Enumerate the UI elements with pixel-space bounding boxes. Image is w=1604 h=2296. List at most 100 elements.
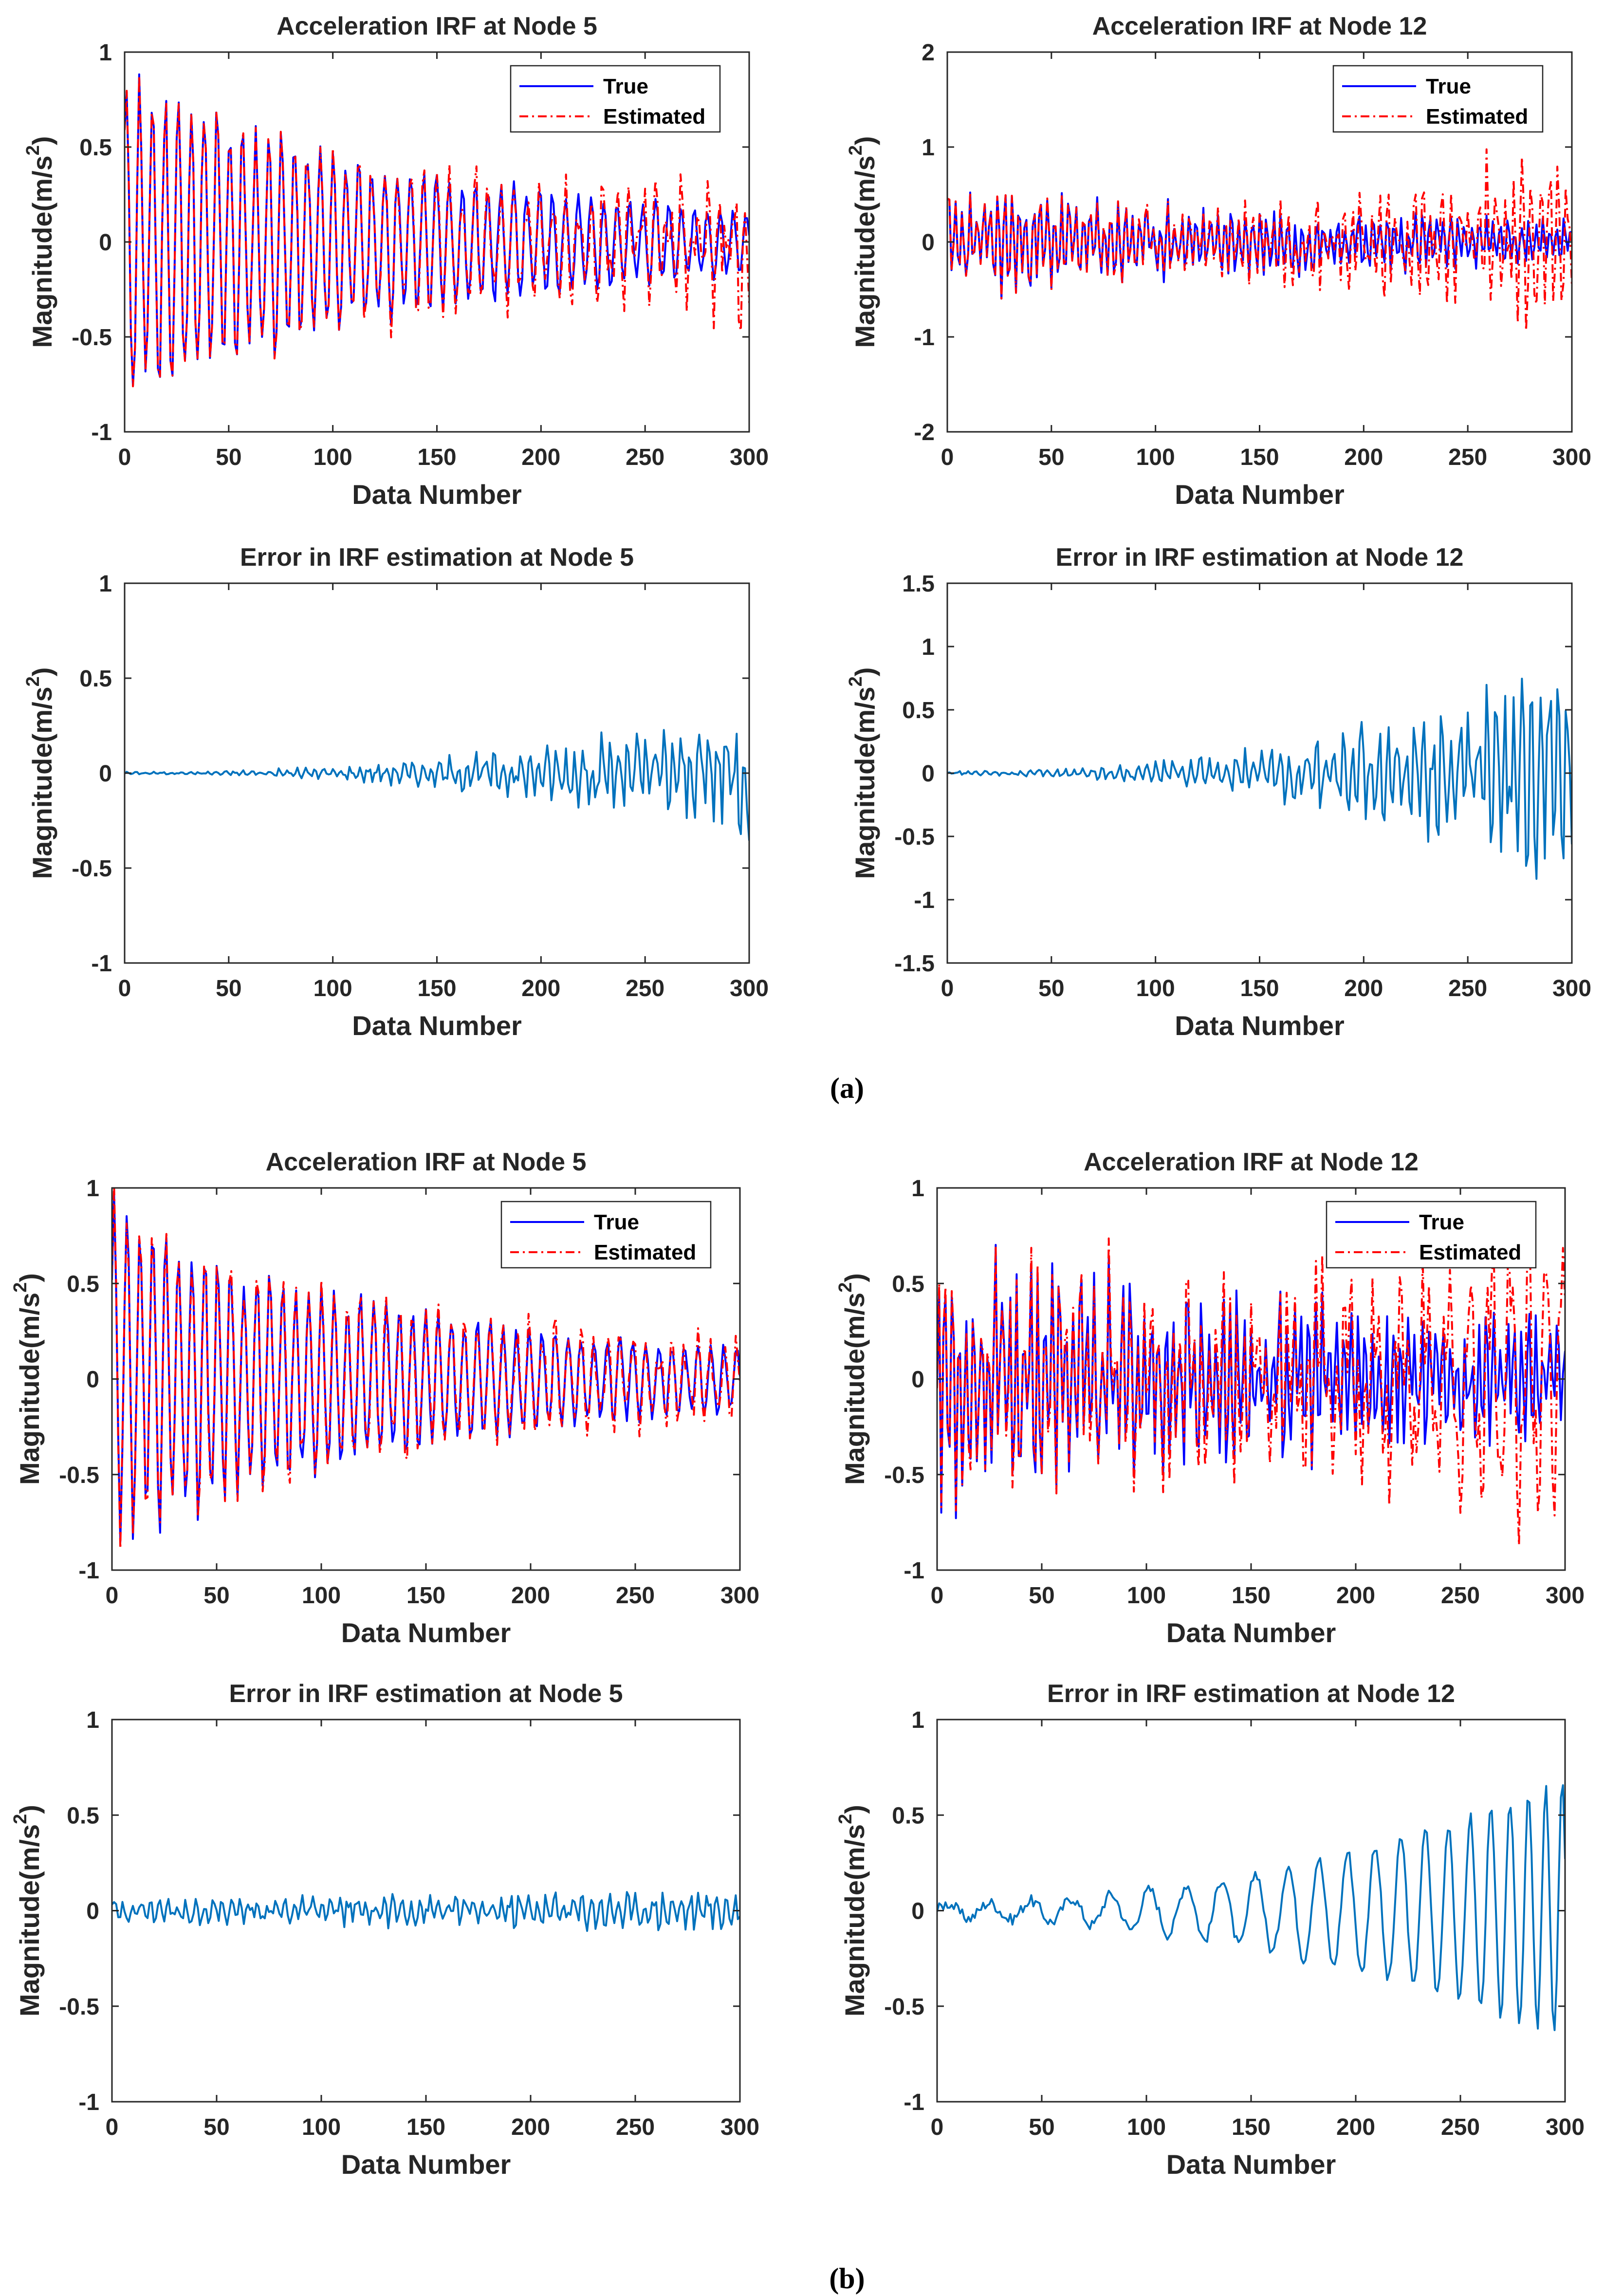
y-axis-label-text: Magnitude(m/s xyxy=(849,686,880,879)
y-tick-label: 2 xyxy=(922,40,935,66)
legend: True Estimated xyxy=(510,65,721,133)
chart-title: Error in IRF estimation at Node 12 xyxy=(1056,543,1464,572)
legend: True Estimated xyxy=(1332,65,1544,133)
x-tick-label: 0 xyxy=(106,2114,119,2140)
chart-title: Error in IRF estimation at Node 5 xyxy=(229,1680,623,1708)
x-tick-label: 50 xyxy=(1029,2114,1054,2140)
x-axis-label: Data Number xyxy=(341,2149,511,2180)
x-tick-label: 250 xyxy=(1448,976,1487,1001)
chart-panel-a-node5-error: 0 50 100 150 200 250 300 -1 -0.5 0 0.5 1 Error in IR… xyxy=(23,543,769,1041)
legend-label-true: True xyxy=(1426,74,1471,98)
series-line-estimated xyxy=(125,74,749,388)
chart-panel-a-node12-irf: 0 50 100 150 200 250 300 -2 -1 0 1 2 Acceleration IR… xyxy=(846,12,1591,510)
y-axis-label-close: ) xyxy=(27,136,57,146)
y-axis-label-sup: 2 xyxy=(835,1282,856,1293)
x-tick-label: 200 xyxy=(511,2114,550,2140)
x-tick-label: 100 xyxy=(313,444,352,470)
x-tick-label: 300 xyxy=(720,1583,759,1609)
series-group xyxy=(125,73,749,388)
x-axis-label: Data Number xyxy=(352,1010,522,1041)
y-axis-label-text: Magnitude(m/s xyxy=(14,1293,45,1485)
y-tick-label: 0.5 xyxy=(79,666,112,692)
x-tick-label: 300 xyxy=(730,976,769,1001)
x-tick-label: 50 xyxy=(1029,1583,1054,1609)
chart-title: Error in IRF estimation at Node 12 xyxy=(1047,1680,1455,1708)
x-tick-label: 300 xyxy=(730,444,769,470)
y-tick-label: 0.5 xyxy=(79,135,112,161)
chart-panel-b-node12-irf: 0 50 100 150 200 250 300 -1 -0.5 0 0.5 1 Acceleratio… xyxy=(835,1148,1585,1648)
y-tick-label: -0.5 xyxy=(894,824,935,850)
series-line-error xyxy=(937,1784,1565,2031)
x-tick-label: 150 xyxy=(1240,444,1279,470)
y-tick-label: -1 xyxy=(91,951,112,977)
x-tick-label: 200 xyxy=(511,1583,550,1609)
x-tick-label: 200 xyxy=(521,976,560,1001)
legend-label-true: True xyxy=(1419,1210,1464,1234)
y-tick-label: 0 xyxy=(86,1367,99,1393)
series-group xyxy=(947,678,1572,880)
y-tick-label: 1 xyxy=(922,634,935,660)
y-axis-label: Magnitude(m/s2) xyxy=(23,136,57,348)
x-tick-label: 100 xyxy=(302,1583,341,1609)
chart-panel-b-node5-error: 0 50 100 150 200 250 300 -1 -0.5 0 0.5 1 Error in IR… xyxy=(10,1680,759,2180)
x-tick-label: 250 xyxy=(616,1583,655,1609)
x-tick-label: 300 xyxy=(1552,444,1591,470)
series-group xyxy=(112,1891,740,1932)
y-axis-label-close: ) xyxy=(849,667,880,677)
x-tick-label: 250 xyxy=(626,976,664,1001)
series-line-error xyxy=(947,678,1572,880)
x-tick-label: 200 xyxy=(1336,2114,1375,2140)
y-axis-label: Magnitude(m/s2) xyxy=(846,136,880,348)
y-tick-label: 1 xyxy=(911,1707,924,1733)
y-axis-label-close: ) xyxy=(14,1273,45,1282)
x-tick-label: 300 xyxy=(1546,2114,1585,2140)
legend-label-true: True xyxy=(603,74,648,98)
y-axis-label-text: Magnitude(m/s xyxy=(849,155,880,348)
chart-title: Acceleration IRF at Node 5 xyxy=(266,1148,587,1176)
x-tick-label: 0 xyxy=(118,976,131,1001)
caption-a: (a) xyxy=(830,1072,864,1104)
chart-panel-a-node12-error: 0 50 100 150 200 250 300 -1.5 -1 -0.5 0 0.5 1 1.5 Erro… xyxy=(846,543,1591,1041)
y-tick-label: 0.5 xyxy=(67,1271,99,1297)
y-axis-label: Magnitude(m/s2) xyxy=(835,1273,870,1485)
y-axis-label: Magnitude(m/s2) xyxy=(10,1805,45,2017)
y-axis-label-close: ) xyxy=(27,667,57,677)
y-axis-label-sup: 2 xyxy=(835,1814,856,1824)
y-axis-label-close: ) xyxy=(14,1805,45,1814)
y-tick-label: 1 xyxy=(911,1176,924,1202)
series-line-estimated xyxy=(937,1204,1565,1546)
legend-label-estimated: Estimated xyxy=(603,105,705,129)
legend-box xyxy=(510,65,721,133)
x-tick-label: 50 xyxy=(216,976,241,1001)
x-tick-label: 50 xyxy=(1038,444,1064,470)
y-tick-label: 1 xyxy=(86,1176,99,1202)
x-axis-label: Data Number xyxy=(1175,479,1345,510)
legend-box xyxy=(500,1201,712,1269)
series-group xyxy=(937,1784,1565,2031)
y-axis-label-sup: 2 xyxy=(23,145,43,155)
y-tick-label: 0 xyxy=(922,761,935,787)
y-axis-label-sup: 2 xyxy=(10,1814,31,1824)
x-tick-label: 100 xyxy=(1127,2114,1166,2140)
panels: 0 50 100 150 200 250 300-1-0.500.51Acceleratio… xyxy=(10,12,1591,2180)
y-tick-label: 1 xyxy=(99,40,112,66)
x-tick-label: 0 xyxy=(118,444,131,470)
legend-box xyxy=(1332,65,1544,133)
x-tick-label: 200 xyxy=(521,444,560,470)
x-axis-label: Data Number xyxy=(1175,1010,1345,1041)
y-tick-label: 1 xyxy=(922,135,935,161)
x-tick-label: 250 xyxy=(1448,444,1487,470)
y-axis-label-text: Magnitude(m/s xyxy=(14,1824,45,2017)
chart-title: Acceleration IRF at Node 5 xyxy=(277,12,597,40)
x-tick-label: 250 xyxy=(626,444,664,470)
y-axis-label: Magnitude(m/s2) xyxy=(835,1805,870,2017)
chart-panel-b-node5-irf: 0 50 100 150 200 250 300 -1 -0.5 0 0.5 1 Acceleratio… xyxy=(10,1148,759,1648)
x-tick-label: 300 xyxy=(1546,1583,1585,1609)
y-tick-label: -1 xyxy=(903,2090,924,2115)
x-tick-label: 0 xyxy=(931,1583,944,1609)
y-tick-label: 1 xyxy=(86,1707,99,1733)
x-tick-label: 150 xyxy=(417,444,456,470)
y-axis-label: Magnitude(m/s2) xyxy=(10,1273,45,1485)
y-tick-label: 0 xyxy=(99,230,112,256)
series-group xyxy=(947,148,1572,332)
